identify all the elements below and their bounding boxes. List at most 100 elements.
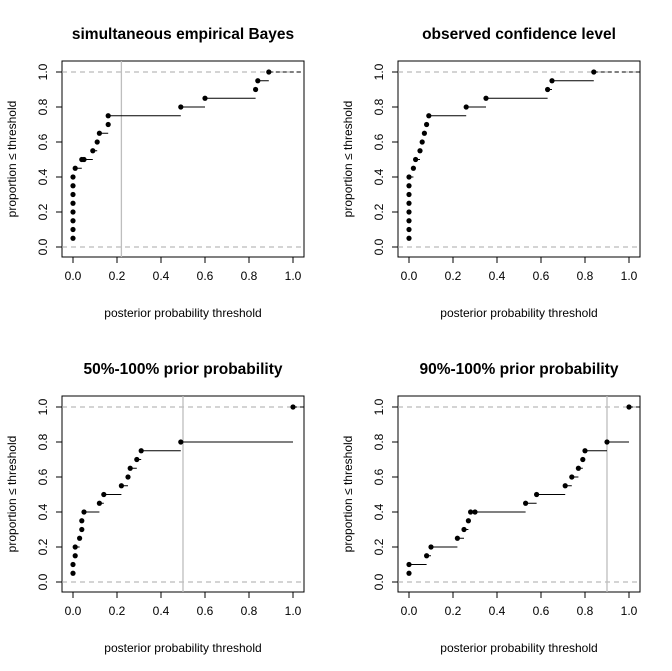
x-tick-label: 0.4: [489, 269, 506, 283]
x-tick-label: 0.4: [153, 269, 170, 283]
data-point: [134, 456, 140, 463]
data-point: [70, 218, 76, 224]
y-tick-label: 0.4: [372, 168, 386, 185]
data-point: [70, 191, 76, 198]
y-tick-label: 0.4: [36, 168, 50, 185]
data-point: [413, 156, 419, 163]
data-point: [417, 148, 423, 154]
data-point: [483, 95, 489, 101]
data-point: [406, 235, 412, 241]
data-point: [406, 561, 412, 568]
data-point: [426, 113, 432, 119]
plot-frame: [397, 60, 641, 258]
data-point: [127, 465, 133, 471]
y-tick-label: 0.8: [372, 98, 386, 115]
y-tick-label: 0.4: [372, 503, 386, 520]
y-tick-label: 0.2: [36, 538, 50, 555]
panel-title: 90%-100% prior probability: [420, 361, 619, 378]
data-point: [79, 518, 85, 524]
y-tick-label: 0.6: [372, 468, 386, 485]
data-point: [569, 474, 575, 480]
x-tick-label: 0.6: [197, 269, 214, 283]
x-tick-label: 0.8: [577, 269, 594, 283]
data-point: [72, 544, 78, 550]
data-point: [421, 130, 427, 136]
data-point: [70, 200, 76, 206]
y-tick-label: 0.0: [36, 573, 50, 590]
x-tick-label: 0.4: [153, 604, 170, 618]
data-point: [461, 526, 467, 533]
plot-frame: [397, 395, 641, 593]
y-tick-label: 0.0: [372, 238, 386, 255]
data-point: [202, 95, 208, 101]
data-point: [178, 104, 184, 110]
x-tick-label: 0.6: [197, 604, 214, 618]
x-axis-label: posterior probability threshold: [440, 641, 597, 655]
y-tick-label: 1.0: [372, 398, 386, 415]
data-point: [580, 456, 586, 463]
y-tick-label: 0.8: [36, 433, 50, 450]
data-point: [77, 535, 83, 541]
data-point: [419, 139, 425, 145]
data-point: [70, 570, 76, 576]
data-point: [406, 226, 412, 233]
data-point: [406, 209, 412, 215]
x-tick-label: 0.8: [241, 604, 258, 618]
data-point: [70, 174, 76, 180]
x-tick-label: 0.8: [577, 604, 594, 618]
data-point: [406, 174, 412, 180]
y-tick-label: 1.0: [36, 398, 50, 415]
y-tick-label: 0.0: [36, 238, 50, 255]
data-point: [468, 509, 474, 515]
data-point: [465, 518, 471, 524]
data-point: [94, 139, 100, 145]
data-point: [90, 148, 96, 154]
data-point: [406, 218, 412, 224]
data-point: [81, 509, 87, 515]
data-point: [266, 69, 272, 75]
plot-frame: [61, 60, 305, 258]
data-point: [70, 226, 76, 233]
data-point: [545, 86, 551, 93]
data-point: [81, 156, 87, 163]
data-point: [178, 439, 184, 445]
x-tick-label: 0.0: [65, 604, 82, 618]
data-point: [96, 130, 102, 136]
data-point: [101, 491, 107, 498]
x-tick-label: 1.0: [285, 604, 302, 618]
x-axis-label: posterior probability threshold: [104, 306, 261, 320]
y-tick-label: 0.2: [372, 538, 386, 555]
x-tick-label: 0.0: [65, 269, 82, 283]
x-tick-label: 0.6: [533, 269, 550, 283]
y-tick-label: 0.6: [372, 133, 386, 150]
x-tick-label: 0.2: [109, 269, 126, 283]
y-tick-label: 0.2: [36, 203, 50, 220]
data-point: [523, 500, 529, 506]
x-tick-label: 0.4: [489, 604, 506, 618]
data-point: [604, 439, 610, 445]
data-point: [582, 448, 588, 454]
data-point: [79, 526, 85, 533]
x-axis-label: posterior probability threshold: [104, 641, 261, 655]
data-point: [118, 483, 124, 489]
y-tick-label: 1.0: [36, 63, 50, 80]
data-point: [454, 535, 460, 541]
y-axis-label: proportion ≤ threshold: [5, 101, 19, 218]
y-tick-label: 0.6: [36, 133, 50, 150]
data-point: [410, 165, 416, 171]
data-point: [534, 491, 540, 498]
y-tick-label: 1.0: [372, 63, 386, 80]
data-point: [591, 69, 597, 75]
y-tick-label: 0.0: [372, 573, 386, 590]
data-point: [72, 165, 78, 171]
panel-4: 90%-100% prior probability 0.0 0.2 0.4 0.6 0.…: [341, 361, 641, 655]
x-axis-label: posterior probability threshold: [440, 306, 597, 320]
data-point: [255, 78, 261, 84]
x-tick-label: 0.8: [241, 269, 258, 283]
data-point: [406, 200, 412, 206]
x-tick-label: 1.0: [285, 269, 302, 283]
y-axis-label: proportion ≤ threshold: [5, 436, 19, 553]
x-tick-label: 1.0: [621, 604, 638, 618]
y-axis-label: proportion ≤ threshold: [341, 436, 355, 553]
